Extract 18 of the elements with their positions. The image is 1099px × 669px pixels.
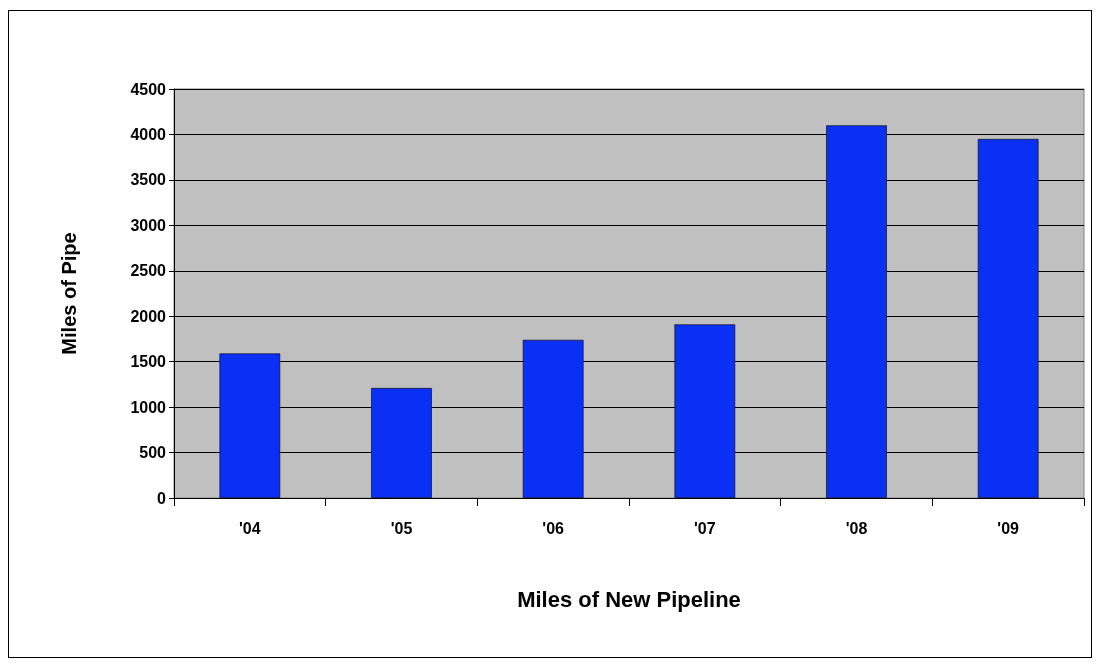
y-tick-label: 1500 [130, 353, 167, 371]
y-tick-label: 0 [157, 489, 167, 507]
x-tick-label: '06 [542, 519, 565, 537]
y-tick-label: 4000 [130, 125, 167, 143]
y-tick-label: 2000 [130, 307, 167, 325]
x-tick-label: '08 [845, 519, 868, 537]
x-tick-label: '07 [694, 519, 716, 537]
x-tick-label: '05 [390, 519, 413, 537]
x-axis-title: Miles of New Pipeline [517, 586, 741, 612]
y-tick-label: 2500 [130, 262, 167, 280]
y-tick-label: 3500 [130, 171, 167, 189]
y-tick-label: 1000 [130, 398, 167, 416]
y-axis-title: Miles of Pipe [58, 232, 80, 355]
x-tick-label: '09 [997, 519, 1020, 537]
y-tick-label: 3000 [130, 216, 167, 234]
y-tick-label: 500 [139, 444, 167, 462]
x-tick-label: '04 [239, 519, 261, 537]
y-tick-label: 4500 [130, 80, 167, 98]
